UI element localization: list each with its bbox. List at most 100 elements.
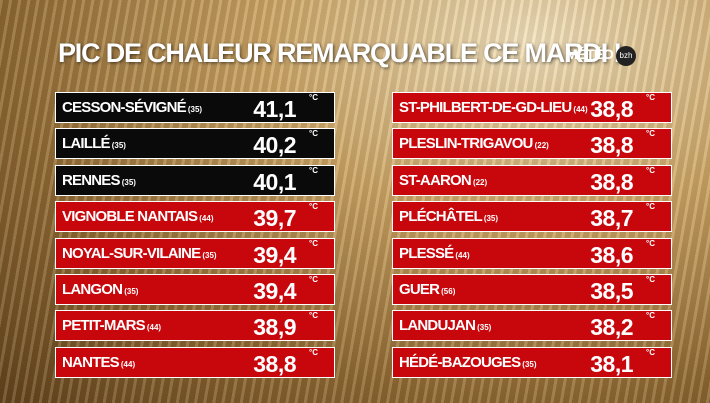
unit: °C <box>309 348 318 357</box>
city-label: ST-PHILBERT-DE-GD-LIEU(44) <box>399 99 588 116</box>
department: (44) <box>199 214 213 223</box>
city-row: ST-PHILBERT-DE-GD-LIEU(44)38,8 °C <box>392 92 672 123</box>
city-row: PLÉCHÂTEL(35) 38,7 °C <box>392 201 672 232</box>
city-label: NANTES(44) <box>62 354 135 371</box>
temperature: 38,7 <box>590 205 633 232</box>
city-name: PLESSÉ <box>399 245 453 262</box>
city-row: VIGNOBLE NANTAIS(44) 39,7 °C <box>55 201 335 232</box>
unit: °C <box>646 129 655 138</box>
unit: °C <box>646 93 655 102</box>
city-row: ST-AARON(22) 38,8 °C <box>392 165 672 196</box>
department: (35) <box>112 141 126 150</box>
department: (22) <box>473 178 487 187</box>
city-label: LANDUJAN(35) <box>399 317 491 334</box>
department: (35) <box>122 178 136 187</box>
city-label: CESSON-SÉVIGNÉ(35) <box>62 99 202 116</box>
unit: °C <box>309 166 318 175</box>
city-name: RENNES <box>62 172 120 189</box>
temperature: 39,7 <box>253 205 296 232</box>
city-label: LAILLÉ(35) <box>62 135 126 152</box>
city-name: LANGON <box>62 281 122 298</box>
city-row: LAILLÉ(35) 40,2 °C <box>55 128 335 159</box>
city-row: NOYAL-SUR-VILAINE(35) 39,4 °C <box>55 238 335 269</box>
temperature: 38,8 <box>590 96 633 123</box>
city-row: PLESLIN-TRIGAVOU(22) 38,8 °C <box>392 128 672 159</box>
unit: °C <box>309 239 318 248</box>
department: (35) <box>188 105 202 114</box>
city-row: NANTES(44) 38,8 °C <box>55 347 335 378</box>
temperature: 41,1 <box>253 96 296 123</box>
city-label: PLESSÉ(44) <box>399 245 470 262</box>
unit: °C <box>309 93 318 102</box>
city-row: CESSON-SÉVIGNÉ(35) 41,1 °C <box>55 92 335 123</box>
city-name: LAILLÉ <box>62 135 110 152</box>
city-label: HÉDÉ-BAZOUGES(35) <box>399 354 537 371</box>
city-name: VIGNOBLE NANTAIS <box>62 208 197 225</box>
temperature: 38,8 <box>590 132 633 159</box>
city-name: GUER <box>399 281 439 298</box>
page: PIC DE CHALEUR REMARQUABLE CE MARDI ! MÉ… <box>0 0 710 403</box>
unit: °C <box>309 129 318 138</box>
department: (44) <box>147 323 161 332</box>
department: (35) <box>522 360 536 369</box>
temperature: 38,8 <box>590 169 633 196</box>
temperature: 38,8 <box>253 351 296 378</box>
unit: °C <box>309 202 318 211</box>
city-row: PETIT-MARS(44) 38,9 °C <box>55 310 335 341</box>
city-name: ST-PHILBERT-DE-GD-LIEU <box>399 99 571 116</box>
temperature: 39,4 <box>253 278 296 305</box>
city-name: LANDUJAN <box>399 317 475 334</box>
city-row: LANDUJAN(35) 38,2 °C <box>392 310 672 341</box>
department: (35) <box>124 287 138 296</box>
city-name: ST-AARON <box>399 172 471 189</box>
city-name: PLESLIN-TRIGAVOU <box>399 135 533 152</box>
temperature: 40,2 <box>253 132 296 159</box>
city-label: VIGNOBLE NANTAIS(44) <box>62 208 214 225</box>
temperature: 38,2 <box>590 314 633 341</box>
unit: °C <box>646 275 655 284</box>
city-label: NOYAL-SUR-VILAINE(35) <box>62 245 217 262</box>
city-row: RENNES(35) 40,1 °C <box>55 165 335 196</box>
city-name: PLÉCHÂTEL <box>399 208 482 225</box>
unit: °C <box>646 166 655 175</box>
department: (44) <box>573 105 587 114</box>
city-label: ST-AARON(22) <box>399 172 487 189</box>
department: (35) <box>477 323 491 332</box>
department: (44) <box>455 251 469 260</box>
logo-text: MÉTÉO <box>566 46 613 62</box>
unit: °C <box>309 275 318 284</box>
unit: °C <box>646 202 655 211</box>
department: (35) <box>202 251 216 260</box>
city-row: LANGON(35) 39,4 °C <box>55 274 335 305</box>
unit: °C <box>309 311 318 320</box>
city-name: NANTES <box>62 354 119 371</box>
city-label: PETIT-MARS(44) <box>62 317 161 334</box>
city-label: LANGON(35) <box>62 281 138 298</box>
title: PIC DE CHALEUR REMARQUABLE CE MARDI ! <box>58 38 621 69</box>
city-label: RENNES(35) <box>62 172 136 189</box>
unit: °C <box>646 239 655 248</box>
city-row: GUER(56) 38,5 °C <box>392 274 672 305</box>
department: (56) <box>441 287 455 296</box>
department: (44) <box>121 360 135 369</box>
city-label: GUER(56) <box>399 281 455 298</box>
unit: °C <box>646 348 655 357</box>
city-label: PLÉCHÂTEL(35) <box>399 208 498 225</box>
logo: MÉTÉO bzh <box>560 38 638 78</box>
logo-badge: bzh <box>616 46 636 66</box>
temperature: 38,9 <box>253 314 296 341</box>
city-name: PETIT-MARS <box>62 317 145 334</box>
department: (35) <box>484 214 498 223</box>
city-name: NOYAL-SUR-VILAINE <box>62 245 200 262</box>
city-name: HÉDÉ-BAZOUGES <box>399 354 520 371</box>
temperature: 38,1 <box>590 351 633 378</box>
city-name: CESSON-SÉVIGNÉ <box>62 99 186 116</box>
department: (22) <box>535 141 549 150</box>
city-row: HÉDÉ-BAZOUGES(35) 38,1 °C <box>392 347 672 378</box>
unit: °C <box>646 311 655 320</box>
temperature: 40,1 <box>253 169 296 196</box>
temperature: 38,5 <box>590 278 633 305</box>
temperature: 39,4 <box>253 242 296 269</box>
city-label: PLESLIN-TRIGAVOU(22) <box>399 135 549 152</box>
temperature: 38,6 <box>590 242 633 269</box>
